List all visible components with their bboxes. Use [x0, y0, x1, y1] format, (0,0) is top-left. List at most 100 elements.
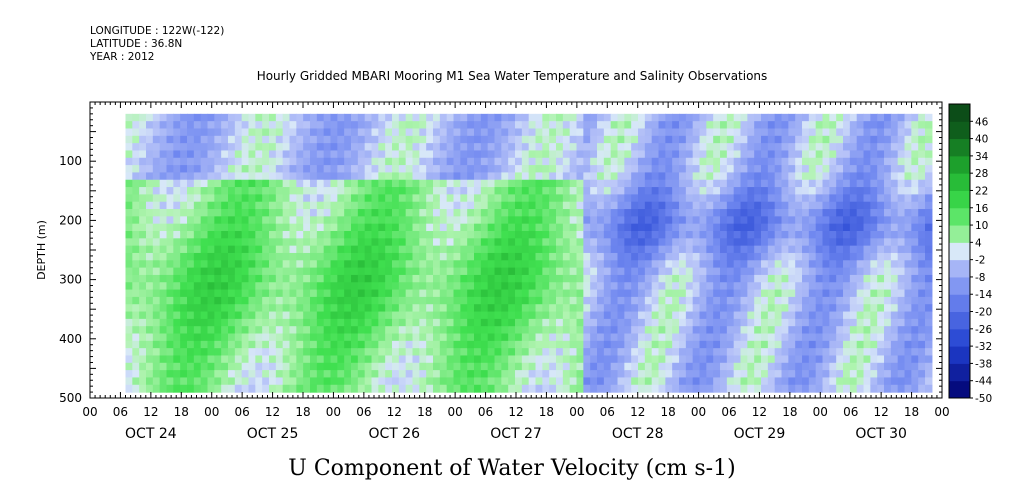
heatmap-cell [460, 179, 468, 188]
heatmap-cell [542, 362, 550, 371]
heatmap-cell [310, 362, 318, 371]
heatmap-cell [467, 187, 475, 195]
heatmap-cell [925, 223, 933, 232]
heatmap-cell [549, 150, 557, 159]
heatmap-cell [398, 157, 407, 166]
heatmap-cell [528, 135, 537, 144]
heatmap-cell [275, 216, 284, 225]
heatmap-cell [303, 355, 311, 364]
x-tick-label: 00 [691, 405, 706, 419]
heatmap-cell [617, 377, 625, 386]
heatmap-cell [453, 143, 461, 152]
heatmap-cell [583, 260, 591, 269]
heatmap-cell [166, 340, 174, 349]
heatmap-cell [692, 348, 701, 357]
heatmap-cell [426, 179, 434, 188]
heatmap-cell [159, 157, 168, 166]
heatmap-cell [644, 135, 653, 144]
heatmap-cell [310, 296, 318, 305]
heatmap-cell [788, 230, 796, 239]
heatmap-cell [590, 333, 598, 342]
heatmap-cell [351, 245, 359, 254]
heatmap-cell [726, 121, 735, 130]
heatmap-cell [863, 113, 871, 122]
heatmap-cell [562, 216, 571, 225]
heatmap-cell [767, 370, 776, 379]
heatmap-cell [275, 289, 284, 298]
heatmap-cell [856, 282, 865, 291]
heatmap-cell [146, 157, 154, 166]
heatmap-cell [515, 340, 523, 349]
heatmap-cell [214, 172, 222, 181]
heatmap-cell [494, 135, 502, 144]
heatmap-cell [487, 230, 496, 239]
heatmap-cell [351, 223, 359, 232]
heatmap-cell [296, 355, 304, 364]
heatmap-cell [228, 318, 236, 327]
heatmap-cell [303, 113, 311, 122]
heatmap-cell [275, 355, 284, 364]
heatmap-cell [248, 362, 256, 371]
heatmap-cell [740, 267, 748, 276]
heatmap-cell [385, 370, 393, 379]
heatmap-cell [638, 216, 646, 225]
heatmap-cell [597, 157, 605, 166]
heatmap-cell [467, 113, 475, 122]
heatmap-cell [870, 179, 878, 188]
heatmap-cell [911, 326, 919, 335]
heatmap-cell [453, 201, 461, 210]
heatmap-cell [788, 340, 796, 349]
heatmap-cell [556, 128, 564, 137]
heatmap-cell [884, 201, 892, 210]
heatmap-cell [146, 165, 154, 174]
heatmap-cell [494, 355, 502, 364]
heatmap-cell [159, 282, 168, 291]
heatmap-cell [289, 340, 297, 349]
heatmap-cell [521, 135, 530, 144]
heatmap-cell [720, 230, 728, 239]
heatmap-cell [296, 238, 304, 247]
heatmap-cell [419, 340, 427, 349]
heatmap-cell [467, 135, 475, 144]
heatmap-cell [371, 274, 379, 283]
heatmap-cell [125, 194, 133, 203]
heatmap-cell [603, 267, 612, 276]
heatmap-cell [720, 326, 728, 335]
latitude-label: LATITUDE : 36.8N [90, 38, 182, 50]
heatmap-cell [255, 370, 263, 379]
heatmap-cell [624, 238, 632, 247]
heatmap-cell [282, 230, 291, 239]
heatmap-cell [904, 113, 912, 122]
heatmap-cell [528, 128, 537, 137]
heatmap-cell [665, 370, 673, 379]
heatmap-cell [890, 318, 899, 327]
heatmap-cell [289, 304, 297, 313]
heatmap-cell [351, 348, 359, 357]
heatmap-cell [603, 135, 612, 144]
heatmap-cell [392, 165, 400, 174]
heatmap-cell [665, 216, 673, 225]
heatmap-cell [631, 230, 639, 239]
heatmap-cell [344, 318, 352, 327]
heatmap-cell [303, 121, 311, 130]
heatmap-cell [829, 296, 837, 305]
heatmap-cell [788, 274, 796, 283]
heatmap-cell [159, 201, 168, 210]
heatmap-cell [344, 238, 352, 247]
heatmap-cell [255, 179, 263, 188]
heatmap-cell [597, 274, 605, 283]
heatmap-cell [767, 333, 776, 342]
heatmap-cell [405, 165, 414, 174]
heatmap-cell [125, 296, 133, 305]
heatmap-cell [139, 209, 147, 217]
heatmap-cell [781, 201, 789, 210]
heatmap-cell [310, 113, 318, 122]
heatmap-cell [480, 150, 489, 159]
heatmap-cell [911, 194, 919, 203]
heatmap-cell [446, 282, 455, 291]
heatmap-cell [132, 179, 140, 188]
heatmap-cell [767, 113, 776, 122]
heatmap-cell [193, 230, 202, 239]
heatmap-cell [590, 355, 598, 364]
heatmap-cell [726, 165, 735, 174]
